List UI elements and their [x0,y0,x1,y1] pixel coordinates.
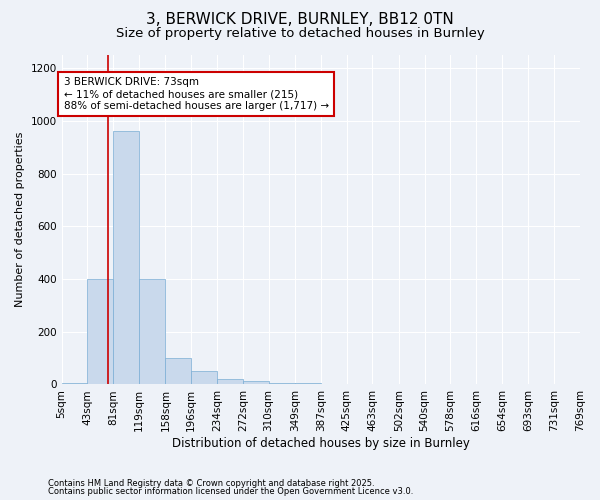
Bar [113,132,139,384]
Bar [88,279,113,384]
Text: Size of property relative to detached houses in Burnley: Size of property relative to detached ho… [116,28,484,40]
Bar [166,358,191,384]
Bar [191,372,217,384]
Text: 3, BERWICK DRIVE, BURNLEY, BB12 0TN: 3, BERWICK DRIVE, BURNLEY, BB12 0TN [146,12,454,28]
Bar [139,279,166,384]
Bar [243,380,269,384]
Bar [269,383,295,384]
Bar [295,383,321,384]
X-axis label: Distribution of detached houses by size in Burnley: Distribution of detached houses by size … [172,437,470,450]
Text: 3 BERWICK DRIVE: 73sqm
← 11% of detached houses are smaller (215)
88% of semi-de: 3 BERWICK DRIVE: 73sqm ← 11% of detached… [64,78,329,110]
Bar [62,383,88,384]
Text: Contains public sector information licensed under the Open Government Licence v3: Contains public sector information licen… [48,487,413,496]
Text: Contains HM Land Registry data © Crown copyright and database right 2025.: Contains HM Land Registry data © Crown c… [48,478,374,488]
Bar [217,379,243,384]
Y-axis label: Number of detached properties: Number of detached properties [15,132,25,308]
